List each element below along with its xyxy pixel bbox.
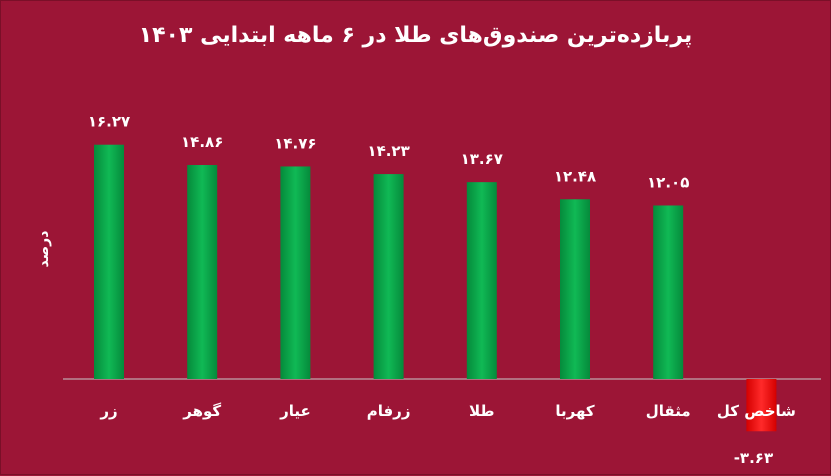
category-label: مثقال — [646, 402, 691, 420]
data-label: -۳.۶۳ — [734, 449, 773, 467]
bar — [187, 165, 218, 379]
bar — [746, 379, 777, 432]
category-label: عیار — [279, 402, 311, 420]
category-label: کهربا — [555, 402, 594, 420]
bar — [653, 205, 684, 379]
bar — [373, 174, 404, 379]
bar — [280, 166, 311, 379]
category-label: طلا — [469, 402, 495, 420]
category-label: گوهر — [182, 402, 221, 420]
bar — [466, 182, 497, 379]
data-label: ۱۲.۰۵ — [647, 173, 689, 191]
bar — [94, 144, 124, 379]
data-label: ۱۴.۷۶ — [274, 134, 316, 152]
data-label: ۱۶.۲۷ — [88, 113, 130, 131]
data-label: ۱۴.۲۳ — [367, 142, 409, 160]
data-label: ۱۴.۸۶ — [181, 133, 223, 151]
chart-title: پربازده‌ترین صندوق‌های طلا در ۶ ماهه ابت… — [138, 23, 693, 48]
bar — [560, 199, 590, 379]
data-label: ۱۲.۴۸ — [554, 167, 596, 185]
category-label: زرفام — [367, 402, 411, 420]
category-label: زر — [99, 402, 117, 420]
category-label: شاخص کل — [717, 402, 796, 420]
data-label: ۱۳.۶۷ — [461, 150, 503, 168]
